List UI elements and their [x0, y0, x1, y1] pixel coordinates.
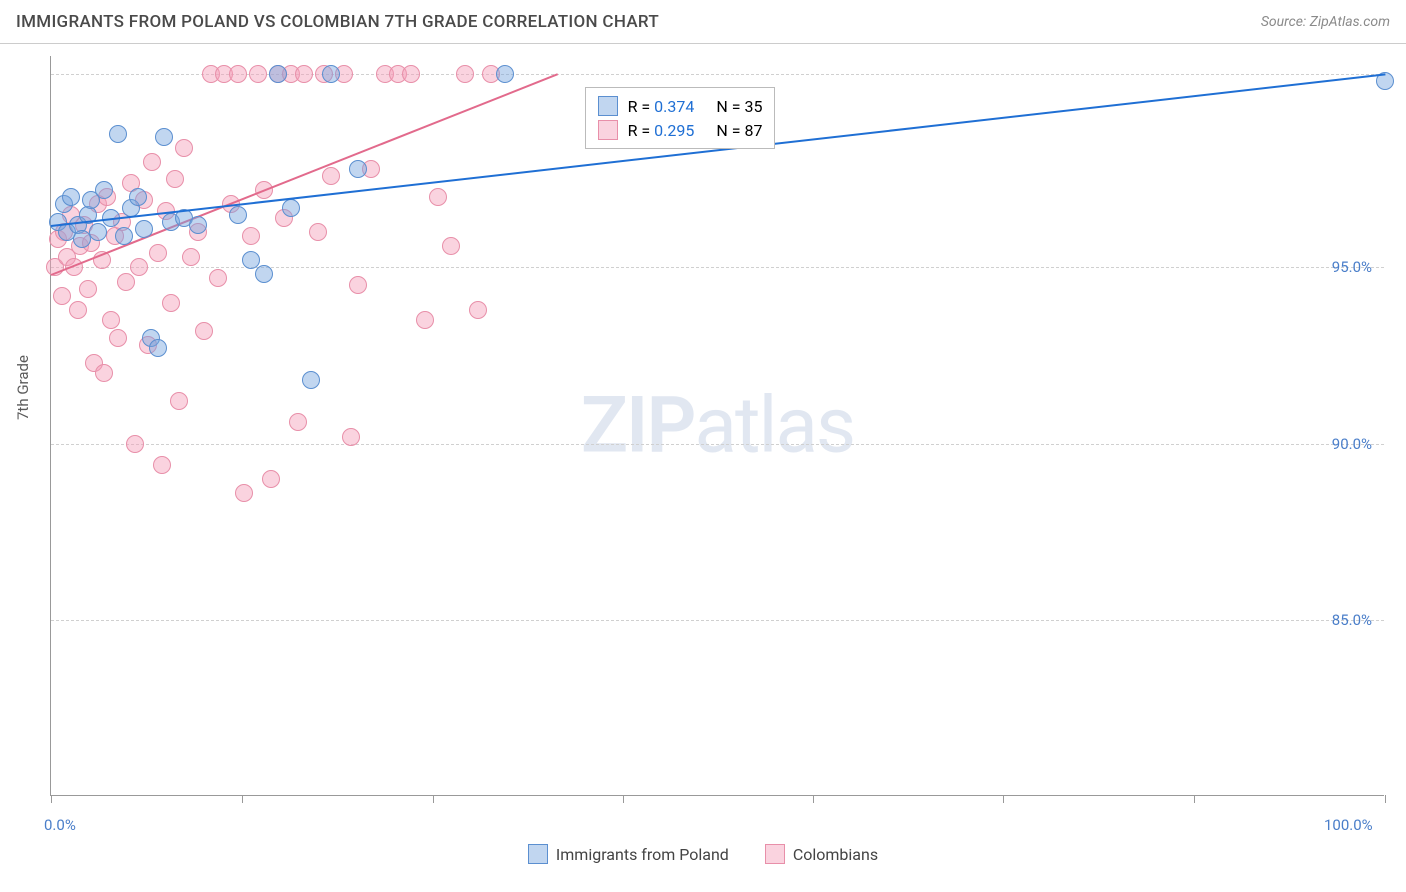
data-point — [62, 188, 80, 206]
stats-row: R = 0.295 N = 87 — [598, 118, 763, 142]
data-point — [109, 329, 127, 347]
data-point — [416, 311, 434, 329]
data-point — [302, 371, 320, 389]
y-axis-label: 7th Grade — [14, 355, 32, 420]
data-point — [255, 265, 273, 283]
data-point — [456, 65, 474, 83]
stats-r-label: R = 0.295 — [628, 121, 695, 140]
data-point — [149, 244, 167, 262]
data-point — [115, 227, 133, 245]
stats-swatch — [598, 120, 618, 140]
data-point — [322, 167, 340, 185]
data-point — [175, 139, 193, 157]
data-point — [129, 188, 147, 206]
x-tick — [1385, 795, 1386, 803]
x-tick — [1194, 795, 1195, 803]
stats-n-label: N = 87 — [716, 121, 762, 140]
stats-swatch — [598, 96, 618, 116]
data-point — [155, 128, 173, 146]
y-tick-label: 95.0% — [1332, 258, 1372, 276]
data-point — [126, 435, 144, 453]
x-tick — [51, 795, 52, 803]
legend-item-poland: Immigrants from Poland — [528, 844, 729, 864]
legend-label-colombians: Colombians — [793, 845, 878, 864]
x-tick — [1003, 795, 1004, 803]
x-tick-label: 100.0% — [1324, 816, 1373, 834]
data-point — [242, 227, 260, 245]
swatch-poland — [528, 844, 548, 864]
gridline — [51, 444, 1384, 445]
data-point — [117, 273, 135, 291]
data-point — [349, 160, 367, 178]
data-point — [342, 428, 360, 446]
data-point — [79, 280, 97, 298]
x-tick — [433, 795, 434, 803]
data-point — [209, 269, 227, 287]
data-point — [95, 364, 113, 382]
stats-box: R = 0.374 N = 35 R = 0.295 N = 87 — [585, 87, 776, 149]
data-point — [242, 251, 260, 269]
watermark: ZIPatlas — [581, 380, 854, 471]
data-point — [143, 153, 161, 171]
data-point — [189, 216, 207, 234]
data-point — [269, 65, 287, 83]
data-point — [282, 199, 300, 217]
x-tick — [813, 795, 814, 803]
legend-label-poland: Immigrants from Poland — [556, 845, 729, 864]
x-tick — [242, 795, 243, 803]
swatch-colombians — [765, 844, 785, 864]
data-point — [153, 456, 171, 474]
data-point — [182, 248, 200, 266]
data-point — [69, 301, 87, 319]
data-point — [442, 237, 460, 255]
data-point — [262, 470, 280, 488]
data-point — [170, 392, 188, 410]
data-point — [322, 65, 340, 83]
data-point — [249, 65, 267, 83]
data-point — [149, 339, 167, 357]
data-point — [469, 301, 487, 319]
legend: Immigrants from Poland Colombians — [0, 844, 1406, 864]
header-bar: IMMIGRANTS FROM POLAND VS COLOMBIAN 7TH … — [0, 0, 1406, 44]
chart-source: Source: ZipAtlas.com — [1261, 14, 1390, 30]
chart-title: IMMIGRANTS FROM POLAND VS COLOMBIAN 7TH … — [16, 12, 659, 32]
data-point — [229, 65, 247, 83]
data-point — [195, 322, 213, 340]
data-point — [429, 188, 447, 206]
data-point — [53, 287, 71, 305]
data-point — [289, 413, 307, 431]
data-point — [295, 65, 313, 83]
data-point — [235, 484, 253, 502]
data-point — [102, 311, 120, 329]
stats-row: R = 0.374 N = 35 — [598, 94, 763, 118]
stats-r-label: R = 0.374 — [628, 97, 695, 116]
data-point — [89, 223, 107, 241]
data-point — [130, 258, 148, 276]
data-point — [166, 170, 184, 188]
data-point — [135, 220, 153, 238]
data-point — [496, 65, 514, 83]
plot-area: ZIPatlas 85.0%90.0%95.0%R = 0.374N = 35R… — [50, 56, 1384, 796]
data-point — [95, 181, 113, 199]
data-point — [309, 223, 327, 241]
x-tick-label: 0.0% — [44, 816, 76, 834]
data-point — [349, 276, 367, 294]
x-tick — [623, 795, 624, 803]
legend-item-colombians: Colombians — [765, 844, 878, 864]
data-point — [229, 206, 247, 224]
data-point — [162, 294, 180, 312]
gridline — [51, 620, 1384, 621]
stats-n-label: N = 35 — [716, 97, 762, 116]
y-tick-label: 85.0% — [1332, 611, 1372, 629]
data-point — [109, 125, 127, 143]
data-point — [402, 65, 420, 83]
y-tick-label: 90.0% — [1332, 435, 1372, 453]
